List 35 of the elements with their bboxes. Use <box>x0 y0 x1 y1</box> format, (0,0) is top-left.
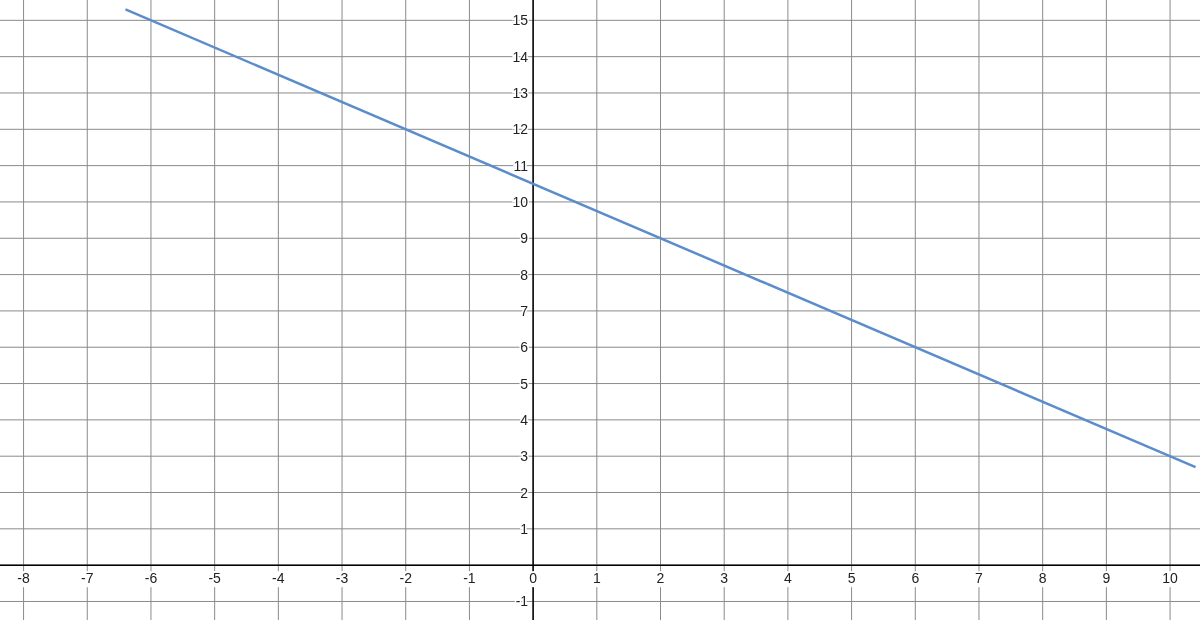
x-tick-label: -7 <box>81 570 94 587</box>
y-tick-label: 5 <box>520 375 529 392</box>
y-tick-label: 7 <box>520 302 529 319</box>
x-tick-label: -4 <box>272 570 285 587</box>
x-tick-label: 2 <box>656 570 665 587</box>
x-tick-label: 10 <box>1162 570 1179 587</box>
y-tick-label: 8 <box>520 266 529 283</box>
y-tick-label: 13 <box>512 84 529 101</box>
x-tick-label: 6 <box>911 570 920 587</box>
x-tick-label: -8 <box>17 570 30 587</box>
x-tick-label: -2 <box>399 570 413 587</box>
y-tick-label: 12 <box>512 121 529 138</box>
x-tick-label: -5 <box>208 570 222 587</box>
y-tick-label: 11 <box>513 157 529 174</box>
x-tick-label: -3 <box>335 570 349 587</box>
x-tick-label: 4 <box>784 570 792 587</box>
x-tick-label: 9 <box>1102 570 1111 587</box>
x-tick-label: 1 <box>592 570 601 587</box>
y-tick-label: 15 <box>512 12 529 29</box>
x-tick-label: 3 <box>720 570 729 587</box>
y-tick-label: 14 <box>512 48 529 65</box>
y-tick-label: 9 <box>520 230 529 247</box>
x-tick-label: -1 <box>463 570 476 587</box>
y-tick-label: 4 <box>520 411 529 428</box>
y-tick-label: 6 <box>520 339 529 356</box>
x-tick-label: 5 <box>847 570 856 587</box>
y-tick-label: 2 <box>520 484 529 501</box>
x-tick-label: 7 <box>975 570 984 587</box>
x-tick-label: -6 <box>144 570 158 587</box>
y-tick-label: 10 <box>512 193 529 210</box>
y-tick-label: -1 <box>515 593 529 610</box>
x-tick-label: 8 <box>1038 570 1047 587</box>
y-tick-label: 3 <box>520 448 529 465</box>
x-tick-label: 0 <box>529 570 538 587</box>
y-tick-label: 1 <box>520 520 529 537</box>
